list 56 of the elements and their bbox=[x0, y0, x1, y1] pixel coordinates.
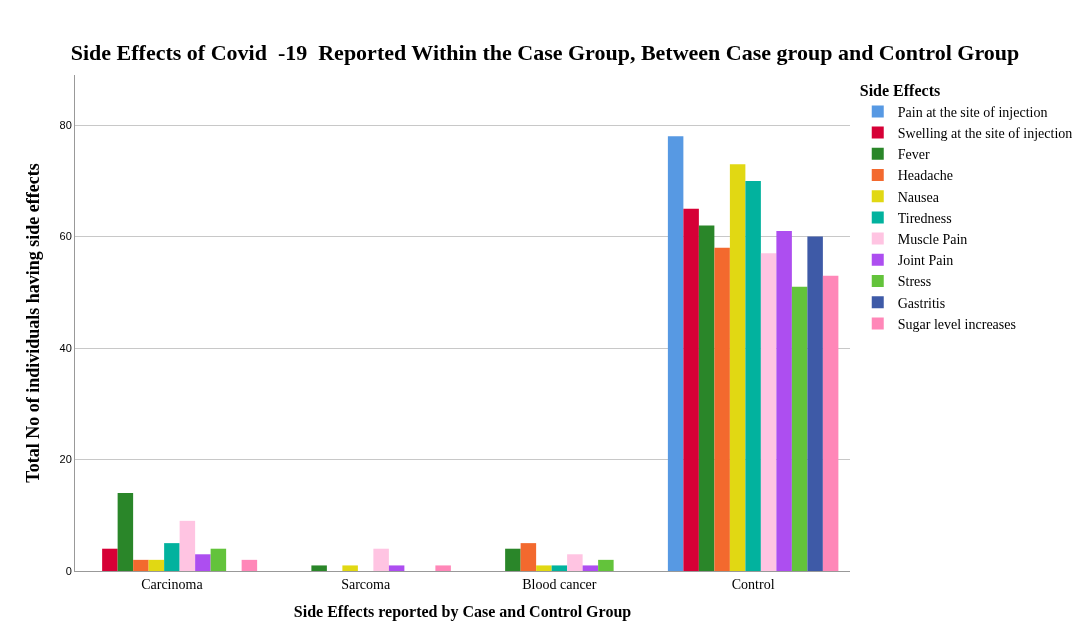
bar bbox=[551, 565, 568, 571]
y-tick-label: 60 bbox=[59, 230, 72, 243]
bar bbox=[102, 548, 118, 571]
y-tick-label: 0 bbox=[65, 564, 72, 577]
bar bbox=[760, 253, 777, 571]
bar bbox=[667, 136, 684, 571]
legend-label: Pain at the site of injection bbox=[897, 104, 1048, 120]
bar bbox=[241, 559, 258, 571]
bar bbox=[148, 559, 165, 571]
bar bbox=[776, 231, 792, 571]
legend-label: Joint Pain bbox=[897, 253, 954, 269]
y-tick-label: 80 bbox=[59, 119, 72, 132]
legend-label: Nausea bbox=[897, 189, 940, 205]
legend-label: Fever bbox=[897, 147, 930, 163]
legend-label: Muscle Pain bbox=[897, 232, 968, 248]
legend-label: Swelling at the site of injection bbox=[897, 126, 1073, 142]
legend-label: Sugar level increases bbox=[897, 316, 1016, 332]
bar bbox=[311, 565, 327, 571]
bar bbox=[373, 548, 389, 571]
bar bbox=[683, 208, 699, 571]
bar bbox=[342, 565, 358, 571]
bar bbox=[388, 565, 405, 571]
legend-label: Headache bbox=[897, 168, 953, 184]
bar bbox=[536, 565, 552, 571]
x-tick-label: Sarcoma bbox=[341, 576, 391, 592]
bar bbox=[133, 559, 149, 571]
y-axis-title: Total No of individuals having side effects bbox=[22, 163, 43, 483]
bar bbox=[729, 164, 746, 571]
bar bbox=[195, 554, 211, 571]
y-tick-label: 40 bbox=[59, 341, 72, 354]
bar bbox=[164, 543, 180, 571]
y-tick-label: 20 bbox=[59, 453, 72, 466]
x-tick-label: Control bbox=[731, 576, 775, 592]
bar bbox=[520, 543, 537, 571]
legend-label: Gastritis bbox=[897, 295, 946, 311]
bar bbox=[117, 492, 134, 571]
bar bbox=[582, 565, 599, 571]
legend-title: Side Effects bbox=[859, 81, 941, 99]
bar bbox=[822, 275, 839, 571]
bar bbox=[567, 554, 583, 571]
bar bbox=[698, 225, 715, 571]
bar bbox=[598, 559, 614, 571]
bar bbox=[714, 247, 730, 571]
chart-title: Side Effects of Covid -19 Reported Within the Case Group, Between Case group and Control Group bbox=[70, 40, 1020, 66]
legend-label: Tiredness bbox=[897, 210, 952, 226]
x-axis-title: Side Effects reported by Case and Control Group bbox=[293, 603, 632, 622]
bar bbox=[807, 236, 823, 571]
bar bbox=[505, 548, 521, 571]
bar bbox=[179, 520, 196, 571]
x-tick-label: Blood cancer bbox=[522, 576, 597, 592]
bar bbox=[435, 565, 451, 571]
bar bbox=[791, 286, 808, 571]
x-tick-label: Carcinoma bbox=[141, 576, 204, 592]
bar bbox=[745, 180, 761, 571]
bar bbox=[210, 548, 227, 571]
legend-label: Stress bbox=[897, 274, 932, 290]
